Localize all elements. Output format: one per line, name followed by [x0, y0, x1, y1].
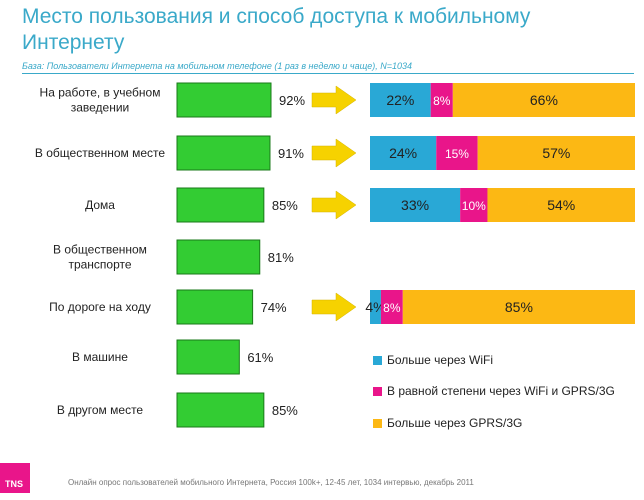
legend-swatch-equal: [373, 387, 382, 396]
tns-logo-text: TNS: [5, 479, 23, 489]
access-label-3-1: 8%: [383, 301, 401, 315]
usage-value-2: 85%: [272, 198, 298, 213]
access-segment-3-0: [370, 290, 381, 324]
usage-bar-2: [176, 187, 265, 223]
usage-value-5: 61%: [247, 350, 273, 365]
access-segment-3-1: [380, 290, 403, 324]
usage-bar-0: [176, 82, 272, 118]
category-label-0: На работе, в учебном заведении: [40, 86, 161, 115]
category-label-2: Дома: [85, 198, 115, 212]
category-label-4: По дороге на ходу: [49, 300, 151, 314]
usage-value-0: 92%: [279, 93, 305, 108]
arrow-2: [311, 190, 357, 220]
legend-label-wifi: Больше через WiFi: [387, 353, 494, 367]
legend-swatch-gprs: [373, 419, 382, 428]
access-segment-0-1: [430, 83, 453, 117]
legend-label-gprs: Больше через GPRS/3G: [387, 416, 523, 430]
category-label-5: В машине: [72, 350, 128, 364]
access-label-0-0: 22%: [386, 92, 414, 108]
access-label-2-1: 10%: [462, 199, 486, 213]
access-label-3-2: 85%: [505, 299, 533, 315]
access-label-2-2: 54%: [547, 197, 575, 213]
usage-bar-5: [176, 339, 240, 375]
access-segment-2-2: [487, 188, 635, 222]
access-label-1-2: 57%: [542, 145, 570, 161]
title-divider: [22, 73, 634, 74]
usage-value-3: 81%: [268, 250, 294, 265]
usage-value-4: 74%: [261, 300, 287, 315]
category-label-3: В общественном транспорте: [53, 243, 147, 272]
access-segment-0-0: [370, 83, 431, 117]
footer-note: Онлайн опрос пользователей мобильного Ин…: [68, 478, 474, 487]
access-segment-0-2: [452, 83, 635, 117]
usage-bar-1: [176, 135, 271, 171]
base-note: База: Пользователи Интернета на мобильно…: [22, 61, 413, 71]
arrow-1: [311, 138, 357, 168]
category-label-6: В другом месте: [57, 403, 144, 417]
access-label-2-0: 33%: [401, 197, 429, 213]
access-label-3-0: 4%: [365, 299, 385, 315]
access-segment-1-2: [477, 136, 635, 170]
access-label-1-1: 15%: [445, 147, 469, 161]
legend-label-equal: В равной степени через WiFi и GPRS/3G: [387, 384, 615, 398]
legend-swatch-wifi: [373, 356, 382, 365]
access-segment-2-1: [460, 188, 488, 222]
usage-value-6: 85%: [272, 403, 298, 418]
access-segment-2-0: [370, 188, 461, 222]
access-label-0-2: 66%: [530, 92, 558, 108]
tns-logo: TNS: [0, 463, 30, 493]
usage-value-1: 91%: [278, 146, 304, 161]
access-label-1-0: 24%: [389, 145, 417, 161]
usage-bar-3: [176, 239, 261, 275]
arrow-0: [311, 85, 357, 115]
access-segment-1-1: [436, 136, 478, 170]
access-segment-1-0: [370, 136, 437, 170]
usage-bar-6: [176, 392, 265, 428]
arrow-3: [311, 292, 357, 322]
access-segment-3-2: [402, 290, 635, 324]
access-label-0-1: 8%: [433, 94, 451, 108]
category-label-1: В общественном месте: [35, 146, 166, 160]
slide-title: Место пользования и способ доступа к моб…: [22, 5, 531, 54]
usage-bar-4: [176, 289, 254, 325]
